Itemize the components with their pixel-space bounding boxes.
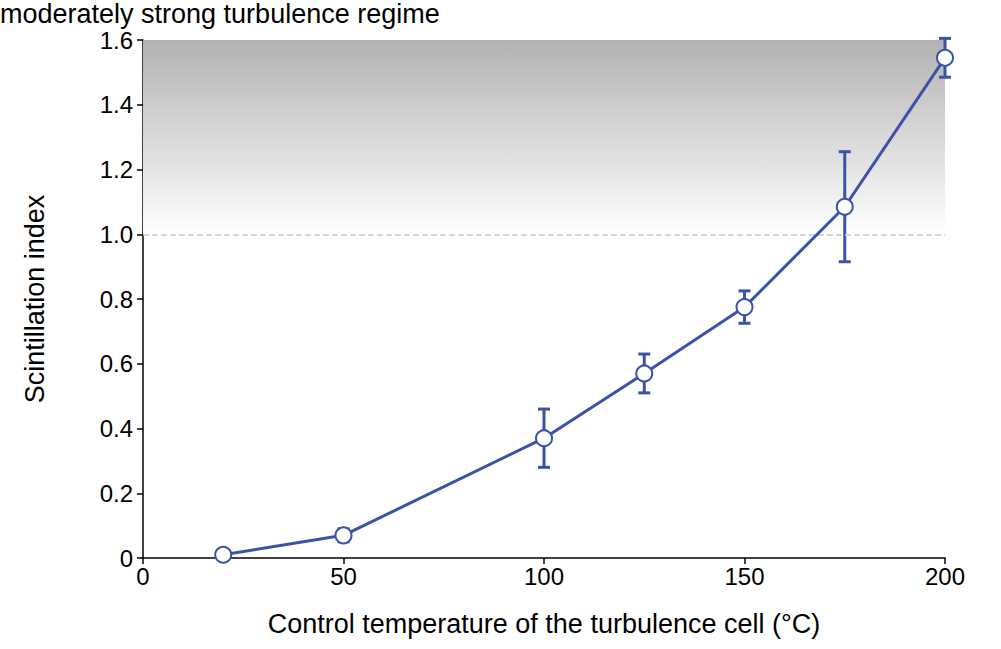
svg-text:0.8: 0.8 (100, 286, 133, 313)
svg-text:Scintillation index: Scintillation index (20, 194, 50, 403)
svg-text:0: 0 (136, 563, 149, 590)
svg-text:0.2: 0.2 (100, 480, 133, 507)
svg-text:moderately strong turbulence r: moderately strong turbulence regime (0, 0, 440, 29)
svg-text:100: 100 (524, 563, 564, 590)
svg-text:0.6: 0.6 (100, 350, 133, 377)
svg-text:1.2: 1.2 (100, 156, 133, 183)
svg-text:200: 200 (925, 563, 965, 590)
svg-text:50: 50 (330, 563, 357, 590)
svg-text:150: 150 (724, 563, 764, 590)
svg-text:1.6: 1.6 (100, 27, 133, 54)
svg-text:0.4: 0.4 (100, 415, 133, 442)
svg-text:1.4: 1.4 (100, 91, 133, 118)
svg-text:Control temperature of the tur: Control temperature of the turbulence ce… (268, 609, 821, 639)
svg-text:1.0: 1.0 (100, 221, 133, 248)
svg-text:0: 0 (120, 545, 133, 572)
